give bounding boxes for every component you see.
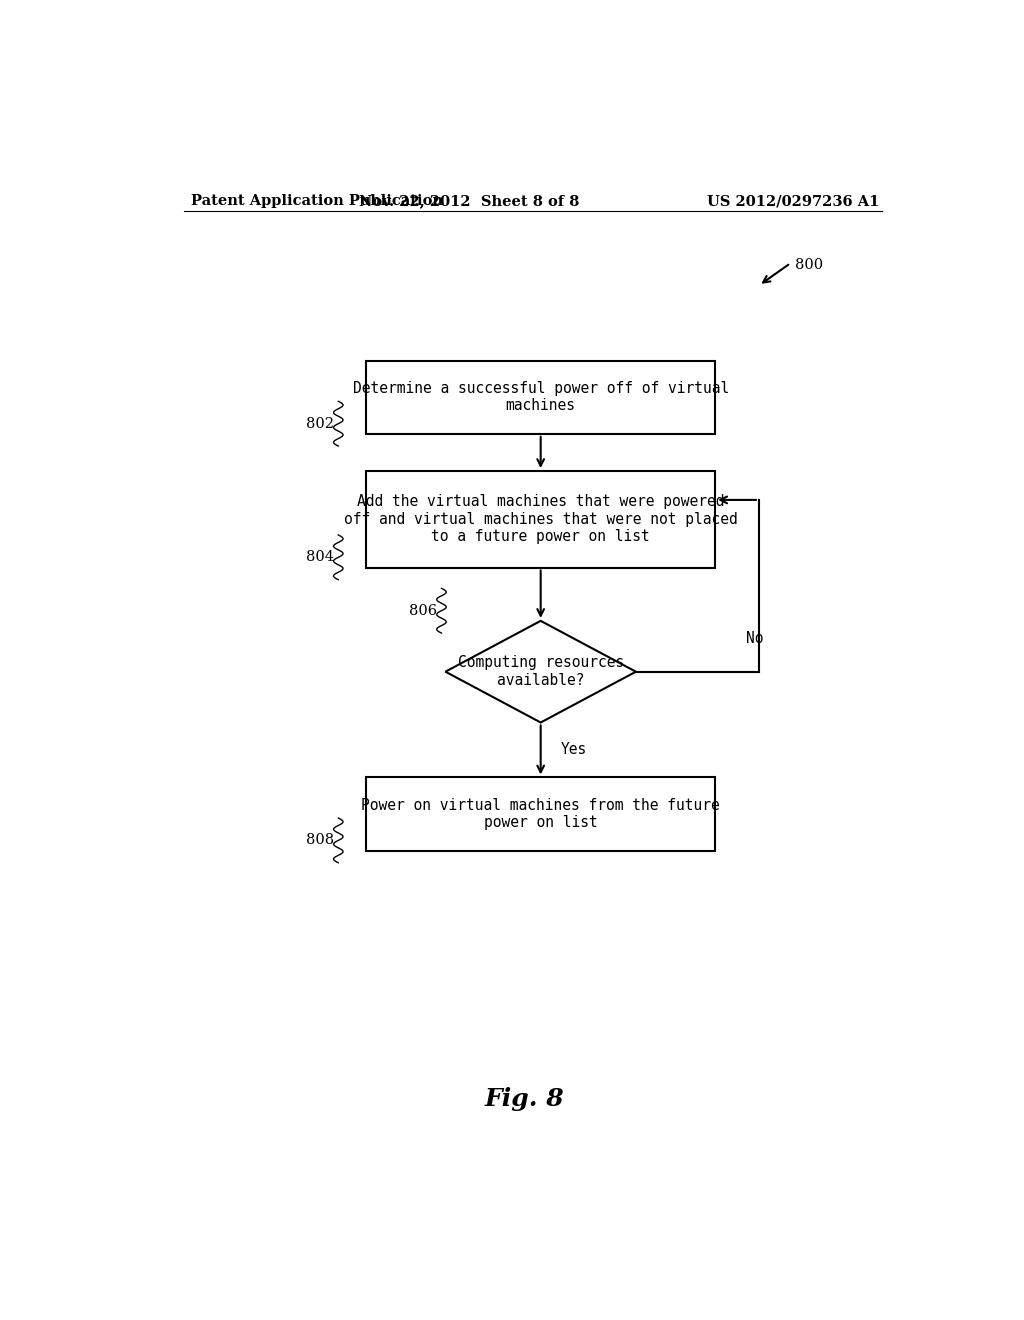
Text: 808: 808 bbox=[306, 833, 335, 847]
Text: Power on virtual machines from the future
power on list: Power on virtual machines from the futur… bbox=[361, 797, 720, 830]
Text: 802: 802 bbox=[306, 417, 335, 430]
Text: Computing resources
available?: Computing resources available? bbox=[458, 656, 624, 688]
Bar bbox=[367, 360, 715, 434]
Bar bbox=[367, 777, 715, 850]
Text: Determine a successful power off of virtual
machines: Determine a successful power off of virt… bbox=[352, 381, 729, 413]
Text: No: No bbox=[746, 631, 764, 647]
Text: Nov. 22, 2012  Sheet 8 of 8: Nov. 22, 2012 Sheet 8 of 8 bbox=[359, 194, 580, 209]
Bar bbox=[367, 471, 715, 568]
Text: Yes: Yes bbox=[560, 742, 587, 758]
Text: 806: 806 bbox=[410, 603, 437, 618]
Text: Add the virtual machines that were powered
off and virtual machines that were no: Add the virtual machines that were power… bbox=[344, 494, 737, 544]
Text: 804: 804 bbox=[306, 550, 335, 565]
Text: 800: 800 bbox=[795, 259, 822, 272]
Text: Patent Application Publication: Patent Application Publication bbox=[191, 194, 443, 209]
Text: US 2012/0297236 A1: US 2012/0297236 A1 bbox=[708, 194, 880, 209]
Polygon shape bbox=[445, 620, 636, 722]
Text: Fig. 8: Fig. 8 bbox=[485, 1086, 564, 1110]
